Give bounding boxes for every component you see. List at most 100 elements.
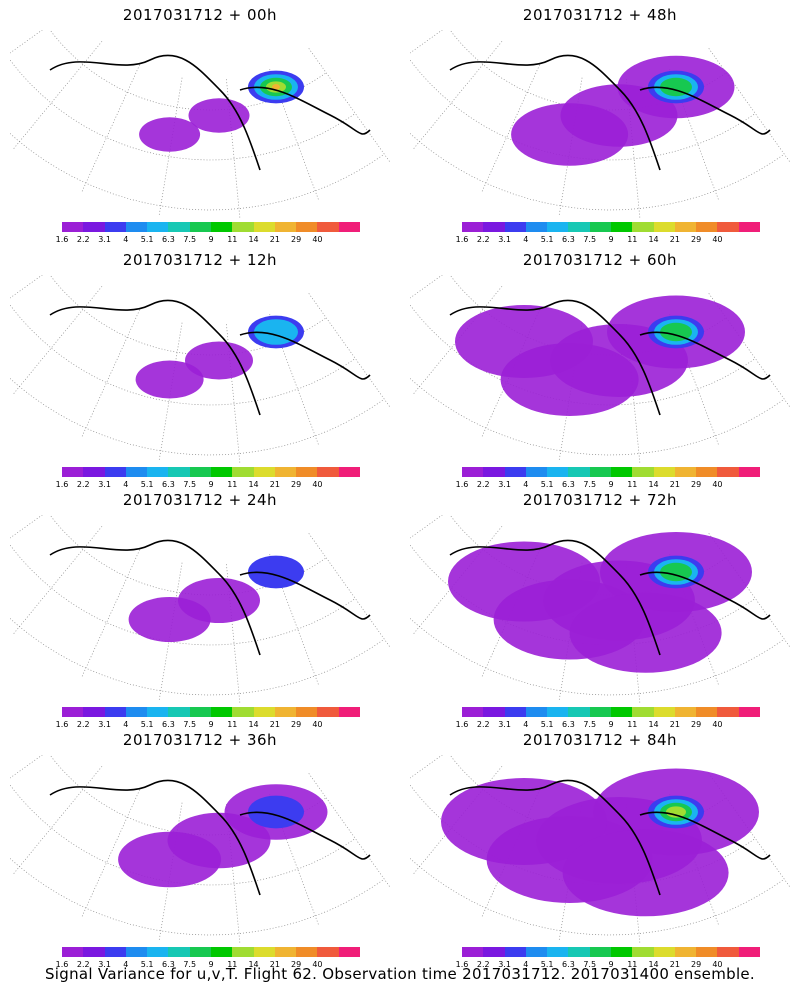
- colorbar-tick-label: 7.5: [183, 235, 197, 244]
- variance-region: [441, 778, 607, 865]
- colorbar-tick-label: 9: [608, 960, 614, 969]
- variance-region: [562, 829, 729, 917]
- colorbar-segment: [568, 467, 590, 477]
- colorbar-tick-label: 1.6: [455, 235, 469, 244]
- variance-region: [128, 597, 211, 642]
- colorbar-segment: [253, 707, 275, 717]
- colorbar-tick-label: 5.1: [140, 235, 154, 244]
- colorbar-tick-label: 5.1: [540, 480, 554, 489]
- colorbar-segment: [296, 707, 318, 717]
- colorbar-tick-label: 2.2: [76, 235, 90, 244]
- variance-region: [188, 98, 250, 133]
- colorbar-segment: [632, 222, 654, 232]
- colorbar-segment: [547, 707, 569, 717]
- colorbar-segment: [653, 222, 675, 232]
- panel-3: 2017031712 + 60h 1.6 2.2 3.1 4 5.1 6.3 7.5 9 11 1…: [400, 245, 800, 490]
- colorbar-tick-label: 40: [312, 720, 323, 729]
- coastline: [449, 54, 771, 171]
- map-plot: [410, 515, 790, 704]
- longitude-line: [669, 69, 720, 201]
- colorbar-segment: [317, 467, 339, 477]
- colorbar-tick-label: 5.1: [140, 480, 154, 489]
- colorbar-segment: [232, 707, 254, 717]
- longitude-line: [10, 30, 43, 54]
- colorbar-segment: [547, 222, 569, 232]
- longitude-line: [308, 293, 390, 408]
- colorbar-tick-label: 4: [123, 960, 129, 969]
- colorbar-tick-label: 1.6: [55, 720, 69, 729]
- colorbar-tick-label: 2.2: [476, 720, 490, 729]
- colorbar-segment: [62, 947, 84, 957]
- variance-region: [455, 305, 593, 378]
- colorbar-segment: [317, 707, 339, 717]
- colorbar-tick-label: 11: [627, 480, 638, 489]
- colorbar-tick-label: 4: [523, 960, 529, 969]
- colorbar-segment: [62, 222, 84, 232]
- colorbar-tick-label: 6.3: [162, 480, 175, 489]
- colorbar-tick-label: 29: [691, 720, 702, 729]
- colorbar-segment: [104, 947, 126, 957]
- panel-1: 2017031712 + 48h 1.6 2.2 3.1 4 5.1 6.3 7.5 9 11 1…: [400, 0, 800, 245]
- colorbar-segment: [653, 707, 675, 717]
- colorbar-tick-label: 21: [269, 235, 280, 244]
- colorbar-segment: [274, 467, 297, 477]
- colorbar: [62, 467, 360, 477]
- longitude-line: [308, 773, 390, 888]
- colorbar-segment: [62, 707, 84, 717]
- colorbar-tick-label: 2.2: [76, 720, 90, 729]
- colorbar-segment: [232, 222, 254, 232]
- colorbar-tick-label: 9: [208, 235, 214, 244]
- panel-title: 2017031712 + 24h: [122, 491, 278, 509]
- colorbar-segment: [504, 947, 526, 957]
- colorbar-segment: [147, 467, 169, 477]
- colorbar-tick-label: 9: [608, 235, 614, 244]
- panel-title: 2017031712 + 00h: [122, 6, 278, 24]
- colorbar-segment: [462, 707, 484, 717]
- colorbar-tick-label: 40: [312, 235, 323, 244]
- colorbar-segment: [674, 467, 697, 477]
- colorbar-tick-label: 2.2: [76, 480, 90, 489]
- latitude-line: [10, 618, 385, 696]
- longitude-line: [10, 755, 43, 779]
- coastline: [49, 779, 371, 896]
- colorbar-segment: [125, 467, 148, 477]
- colorbar-segment: [83, 467, 105, 477]
- colorbar-segment: [653, 947, 675, 957]
- colorbar-tick-label: 1.6: [455, 960, 469, 969]
- colorbar-tick-label: 9: [608, 720, 614, 729]
- colorbar-labels: 1.6 2.2 3.1 4 5.1 6.3 7.5 9 11 14 21 29 40: [52, 480, 372, 490]
- colorbar-labels: 1.6 2.2 3.1 4 5.1 6.3 7.5 9 11 14 21 29 40: [452, 960, 772, 970]
- colorbar-labels: 1.6 2.2 3.1 4 5.1 6.3 7.5 9 11 14 21 29 40: [452, 480, 772, 490]
- colorbar-segment: [717, 947, 739, 957]
- colorbar-segment: [296, 222, 318, 232]
- colorbar-segment: [547, 947, 569, 957]
- colorbar-segment: [168, 467, 190, 477]
- latitude-line: [10, 59, 356, 161]
- latitude-line: [10, 304, 356, 406]
- variance-maximum: [660, 77, 692, 97]
- longitude-line: [10, 515, 43, 539]
- colorbar-tick-label: 6.3: [162, 235, 175, 244]
- colorbar-tick-label: 40: [712, 720, 723, 729]
- colorbar-tick-label: 5.1: [140, 960, 154, 969]
- longitude-line: [12, 526, 103, 635]
- colorbar-segment: [147, 707, 169, 717]
- colorbar-segment: [147, 947, 169, 957]
- colorbar-tick-label: 14: [648, 720, 659, 729]
- panel-7: 2017031712 + 84h 1.6 2.2 3.1 4 5.1 6.3 7.5 9 11 1…: [400, 725, 800, 970]
- colorbar-tick-label: 3.1: [98, 480, 111, 489]
- colorbar-tick-label: 14: [648, 960, 659, 969]
- colorbar-tick-label: 6.3: [162, 960, 175, 969]
- colorbar-segment: [296, 467, 318, 477]
- colorbar-segment: [210, 222, 233, 232]
- colorbar-tick-label: 4: [123, 720, 129, 729]
- panel-title: 2017031712 + 36h: [122, 731, 278, 749]
- colorbar-segment: [210, 707, 233, 717]
- colorbar-segment: [717, 467, 739, 477]
- colorbar-segment: [525, 467, 548, 477]
- colorbar-tick-label: 3.1: [98, 720, 111, 729]
- colorbar-tick-label: 2.2: [476, 960, 490, 969]
- panel-2: 2017031712 + 12h 1.6 2.2 3.1 4 5.1 6.3 7.5 9 11 1…: [0, 245, 400, 490]
- latitude-line: [410, 304, 756, 406]
- longitude-line: [81, 789, 140, 918]
